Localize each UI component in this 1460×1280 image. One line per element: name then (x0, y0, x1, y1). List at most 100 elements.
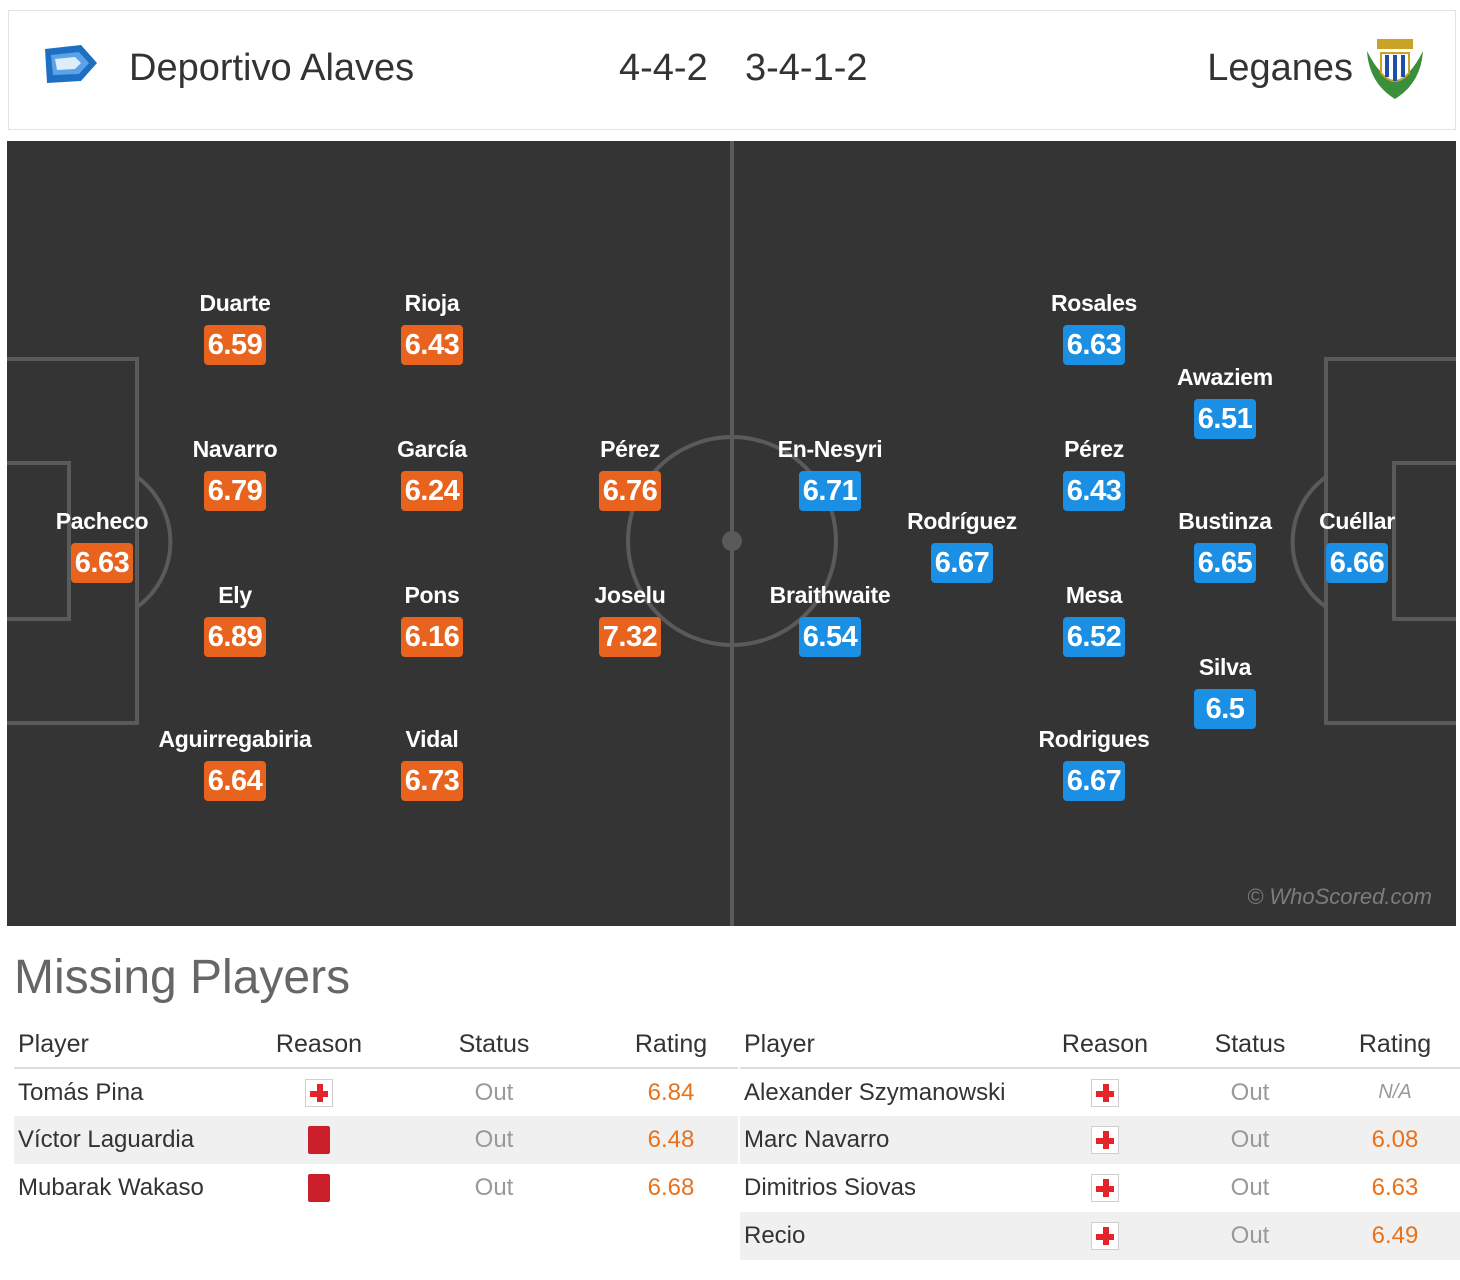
injury-icon (1091, 1078, 1119, 1107)
missing-player-name[interactable]: Marc Navarro (740, 1116, 1040, 1164)
player-name[interactable]: Aguirregabiria (158, 726, 312, 752)
rating-cell: N/A (1378, 1081, 1412, 1103)
missing-player-name[interactable]: Víctor Laguardia (14, 1116, 254, 1164)
injury-icon (1091, 1174, 1119, 1203)
reason-cell (254, 1116, 384, 1164)
status-cell: Out (474, 1174, 514, 1201)
column-rating[interactable]: Rating (604, 1022, 738, 1069)
away-missing-table: Player Reason Status Rating Alexander Sz… (740, 1022, 1460, 1260)
table-row: Víctor Laguardia Out 6.48 (14, 1116, 738, 1164)
status-cell: Out (1170, 1116, 1330, 1164)
status-cell: Out (384, 1116, 604, 1164)
column-reason[interactable]: Reason (254, 1022, 384, 1069)
player-rating-badge: 6.54 (799, 617, 861, 657)
player-name[interactable]: Braithwaite (769, 582, 891, 608)
red-card-icon (308, 1174, 330, 1203)
player-name[interactable]: Mesa (1065, 582, 1123, 608)
column-reason[interactable]: Reason (1040, 1022, 1170, 1069)
player-name[interactable]: Awaziem (1177, 364, 1273, 390)
away-formation: 3-4-1-2 (745, 47, 868, 89)
player-name[interactable]: Bustinza (1178, 508, 1272, 534)
leganes-crest-icon (1367, 39, 1423, 99)
table-row: Recio Out 6.49 (740, 1212, 1460, 1260)
player-name[interactable]: Pérez (1064, 436, 1124, 462)
player-rating-badge: 6.67 (931, 543, 993, 583)
player-name[interactable]: Rodrigues (1038, 726, 1150, 752)
alaves-crest-icon (45, 45, 97, 83)
player-rating-badge: 6.63 (1063, 325, 1125, 365)
match-header: Deportivo Alaves 4-4-2 3-4-1-2 Leganes (8, 10, 1456, 130)
pitch-markings (7, 141, 1456, 926)
rating-cell: 6.68 (647, 1174, 695, 1201)
player-name[interactable]: Rodríguez (907, 508, 1017, 534)
player-rating-badge: 6.51 (1194, 399, 1256, 439)
reason-cell (1040, 1116, 1170, 1164)
player-rating-badge: 6.67 (1063, 761, 1125, 801)
red-card-icon (308, 1126, 330, 1155)
column-status[interactable]: Status (384, 1022, 604, 1069)
reason-cell (254, 1068, 384, 1116)
player-rating-badge: 6.43 (1063, 471, 1125, 511)
player-rating-badge: 7.32 (599, 617, 661, 657)
injury-icon (305, 1078, 333, 1107)
away-team-name[interactable]: Leganes (1207, 47, 1353, 89)
home-missing-table: Player Reason Status Rating Tomás Pina Ou… (14, 1022, 738, 1212)
player-name[interactable]: García (397, 436, 467, 462)
player-name[interactable]: Pacheco (55, 508, 149, 534)
player-name[interactable]: Silva (1198, 654, 1252, 680)
rating-cell: 6.48 (604, 1116, 738, 1164)
player-rating-badge: 6.43 (401, 325, 463, 365)
player-rating-badge: 6.64 (204, 761, 266, 801)
player-rating-badge: 6.5 (1194, 689, 1256, 729)
player-rating-badge: 6.66 (1326, 543, 1388, 583)
player-name[interactable]: Navarro (192, 436, 278, 462)
missing-player-name[interactable]: Alexander Szymanowski (744, 1078, 1006, 1106)
table-row: Marc Navarro Out 6.08 (740, 1116, 1460, 1164)
player-name[interactable]: Rosales (1050, 290, 1138, 316)
status-cell: Out (1230, 1078, 1270, 1106)
rating-cell: 6.49 (1330, 1212, 1460, 1260)
column-rating[interactable]: Rating (1330, 1022, 1460, 1069)
player-rating-badge: 6.24 (401, 471, 463, 511)
player-name[interactable]: Ely (218, 582, 252, 608)
reason-cell (1040, 1068, 1170, 1116)
player-rating-badge: 6.73 (401, 761, 463, 801)
player-name[interactable]: Pons (404, 582, 460, 608)
player-rating-badge: 6.16 (401, 617, 463, 657)
player-rating-badge: 6.76 (599, 471, 661, 511)
player-name[interactable]: En-Nesyri (777, 436, 883, 462)
home-formation: 4-4-2 (619, 47, 708, 89)
player-rating-badge: 6.59 (204, 325, 266, 365)
player-name[interactable]: Vidal (405, 726, 459, 752)
missing-players-title: Missing Players (14, 951, 351, 1004)
home-team-name[interactable]: Deportivo Alaves (129, 47, 415, 89)
player-rating-badge: 6.79 (204, 471, 266, 511)
missing-player-name[interactable]: Dimitrios Siovas (744, 1174, 917, 1201)
player-name[interactable]: Cuéllar (1319, 508, 1395, 534)
column-status[interactable]: Status (1170, 1022, 1330, 1069)
reason-cell (1040, 1212, 1170, 1260)
player-rating-badge: 6.65 (1194, 543, 1256, 583)
status-cell: Out (1170, 1212, 1330, 1260)
missing-player-name[interactable]: Recio (740, 1212, 1040, 1260)
reason-cell (254, 1164, 384, 1212)
column-player[interactable]: Player (14, 1022, 254, 1069)
player-rating-badge: 6.71 (799, 471, 861, 511)
player-name[interactable]: Joselu (594, 582, 666, 608)
table-row: Dimitrios Siovas Out 6.63 (740, 1164, 1460, 1212)
pitch: Pacheco 6.63 Duarte 6.59 Navarro 6.79 Ely 6.89 A… (7, 141, 1456, 926)
player-rating-badge: 6.89 (204, 617, 266, 657)
player-name[interactable]: Rioja (404, 290, 460, 316)
missing-player-name[interactable]: Tomás Pina (18, 1078, 144, 1106)
table-row: Tomás Pina Out 6.84 (14, 1068, 738, 1116)
missing-player-name[interactable]: Mubarak Wakaso (18, 1174, 204, 1201)
player-rating-badge: 6.63 (71, 543, 133, 583)
player-name[interactable]: Duarte (199, 290, 271, 316)
rating-cell: 6.63 (1371, 1174, 1419, 1201)
status-cell: Out (474, 1078, 514, 1106)
status-cell: Out (1230, 1174, 1270, 1201)
column-player[interactable]: Player (740, 1022, 1040, 1069)
player-name[interactable]: Pérez (600, 436, 660, 462)
player-rating-badge: 6.52 (1063, 617, 1125, 657)
rating-cell: 6.08 (1330, 1116, 1460, 1164)
